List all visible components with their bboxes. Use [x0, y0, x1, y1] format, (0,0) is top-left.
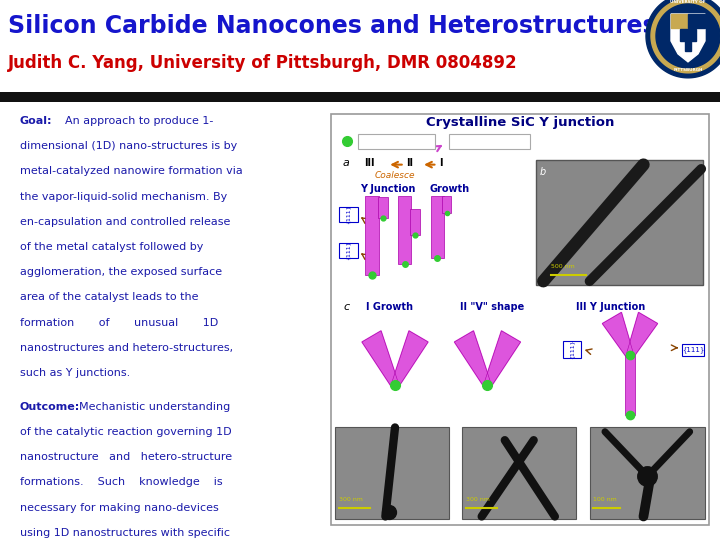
Text: Judith C. Yang, University of Pittsburgh, DMR 0804892: Judith C. Yang, University of Pittsburgh…: [8, 54, 518, 72]
Text: Coalesce: Coalesce: [374, 171, 415, 180]
Text: UNIVERSITY OF: UNIVERSITY OF: [670, 0, 706, 4]
Bar: [398, 195, 411, 264]
Text: necessary for making nano-devices: necessary for making nano-devices: [19, 503, 218, 512]
Text: {111}: {111}: [346, 205, 351, 224]
Polygon shape: [484, 331, 521, 387]
Text: en-capsulation and controlled release: en-capsulation and controlled release: [19, 217, 230, 227]
Text: Outcome:: Outcome:: [19, 402, 80, 412]
Bar: [365, 197, 379, 275]
Text: formation       of       unusual       1D: formation of unusual 1D: [19, 318, 218, 328]
Text: 300 nm: 300 nm: [339, 497, 363, 503]
Bar: [562, 341, 581, 357]
Polygon shape: [362, 331, 398, 387]
Bar: [590, 428, 705, 518]
Text: Fe Catalyst: Fe Catalyst: [364, 137, 415, 146]
Text: II: II: [407, 158, 413, 168]
Bar: [682, 343, 704, 356]
Text: using 1D nanostructures with specific: using 1D nanostructures with specific: [19, 528, 230, 538]
Text: Silicon Carbide Nanocones and Heterostructures: Silicon Carbide Nanocones and Heterostru…: [8, 14, 657, 38]
Text: {111}: {111}: [570, 340, 575, 359]
Text: of the metal catalyst followed by: of the metal catalyst followed by: [19, 242, 203, 252]
Polygon shape: [626, 313, 657, 357]
Polygon shape: [688, 14, 705, 28]
Text: An approach to produce 1-: An approach to produce 1-: [65, 116, 214, 126]
Bar: [449, 134, 530, 149]
Text: nanostructures and hetero-structures,: nanostructures and hetero-structures,: [19, 343, 233, 353]
Text: 100 nm: 100 nm: [593, 497, 617, 503]
Text: agglomeration, the exposed surface: agglomeration, the exposed surface: [19, 267, 222, 277]
Polygon shape: [454, 331, 491, 387]
Polygon shape: [671, 14, 705, 62]
Polygon shape: [603, 313, 634, 357]
Text: of the catalytic reaction governing 1D: of the catalytic reaction governing 1D: [19, 427, 231, 437]
Polygon shape: [651, 0, 720, 73]
Text: the vapor-liquid-solid mechanism. By: the vapor-liquid-solid mechanism. By: [19, 192, 227, 201]
Text: b: b: [539, 167, 546, 177]
Polygon shape: [392, 331, 428, 387]
Text: Goal:: Goal:: [19, 116, 53, 126]
Text: metal-catalyzed nanowire formation via: metal-catalyzed nanowire formation via: [19, 166, 243, 177]
Text: 500 nm: 500 nm: [551, 264, 575, 268]
Text: Y Junction: Y Junction: [360, 184, 415, 194]
Bar: [431, 197, 444, 258]
Text: I Growth: I Growth: [366, 302, 413, 313]
Text: III: III: [364, 158, 374, 168]
Bar: [536, 160, 703, 286]
Bar: [378, 197, 389, 218]
Bar: [410, 209, 420, 234]
Text: {111}: {111}: [683, 347, 705, 353]
Bar: [339, 207, 358, 222]
Text: Crystalline SiC Y junction: Crystalline SiC Y junction: [426, 116, 614, 129]
Text: a: a: [343, 158, 350, 168]
Text: PITTSBURGH: PITTSBURGH: [673, 68, 703, 72]
Bar: [339, 243, 358, 258]
Text: 300 nm: 300 nm: [467, 497, 490, 503]
Text: nanostructure   and   hetero-structure: nanostructure and hetero-structure: [19, 453, 232, 462]
Bar: [442, 197, 451, 213]
Text: dimensional (1D) nano-structures is by: dimensional (1D) nano-structures is by: [19, 141, 237, 151]
Text: such as Y junctions.: such as Y junctions.: [19, 368, 130, 378]
Bar: [0, 92, 720, 103]
Bar: [624, 355, 635, 415]
Polygon shape: [680, 29, 696, 41]
Text: formations.    Such    knowledge    is: formations. Such knowledge is: [19, 477, 222, 488]
Text: II "V" shape: II "V" shape: [461, 302, 525, 313]
Polygon shape: [646, 0, 720, 78]
Text: area of the catalyst leads to the: area of the catalyst leads to the: [19, 293, 198, 302]
Text: I: I: [439, 158, 443, 168]
Text: c: c: [343, 302, 349, 313]
Polygon shape: [685, 41, 691, 51]
Text: SiC nanocones: SiC nanocones: [454, 137, 521, 146]
Text: {111}: {111}: [346, 241, 351, 260]
Polygon shape: [671, 14, 688, 28]
Bar: [462, 428, 576, 518]
Text: III Y Junction: III Y Junction: [576, 302, 645, 313]
Text: Growth: Growth: [430, 184, 470, 194]
Bar: [359, 134, 436, 149]
Bar: [336, 428, 449, 518]
Text: Mechanistic understanding: Mechanistic understanding: [79, 402, 230, 412]
Polygon shape: [656, 4, 720, 68]
